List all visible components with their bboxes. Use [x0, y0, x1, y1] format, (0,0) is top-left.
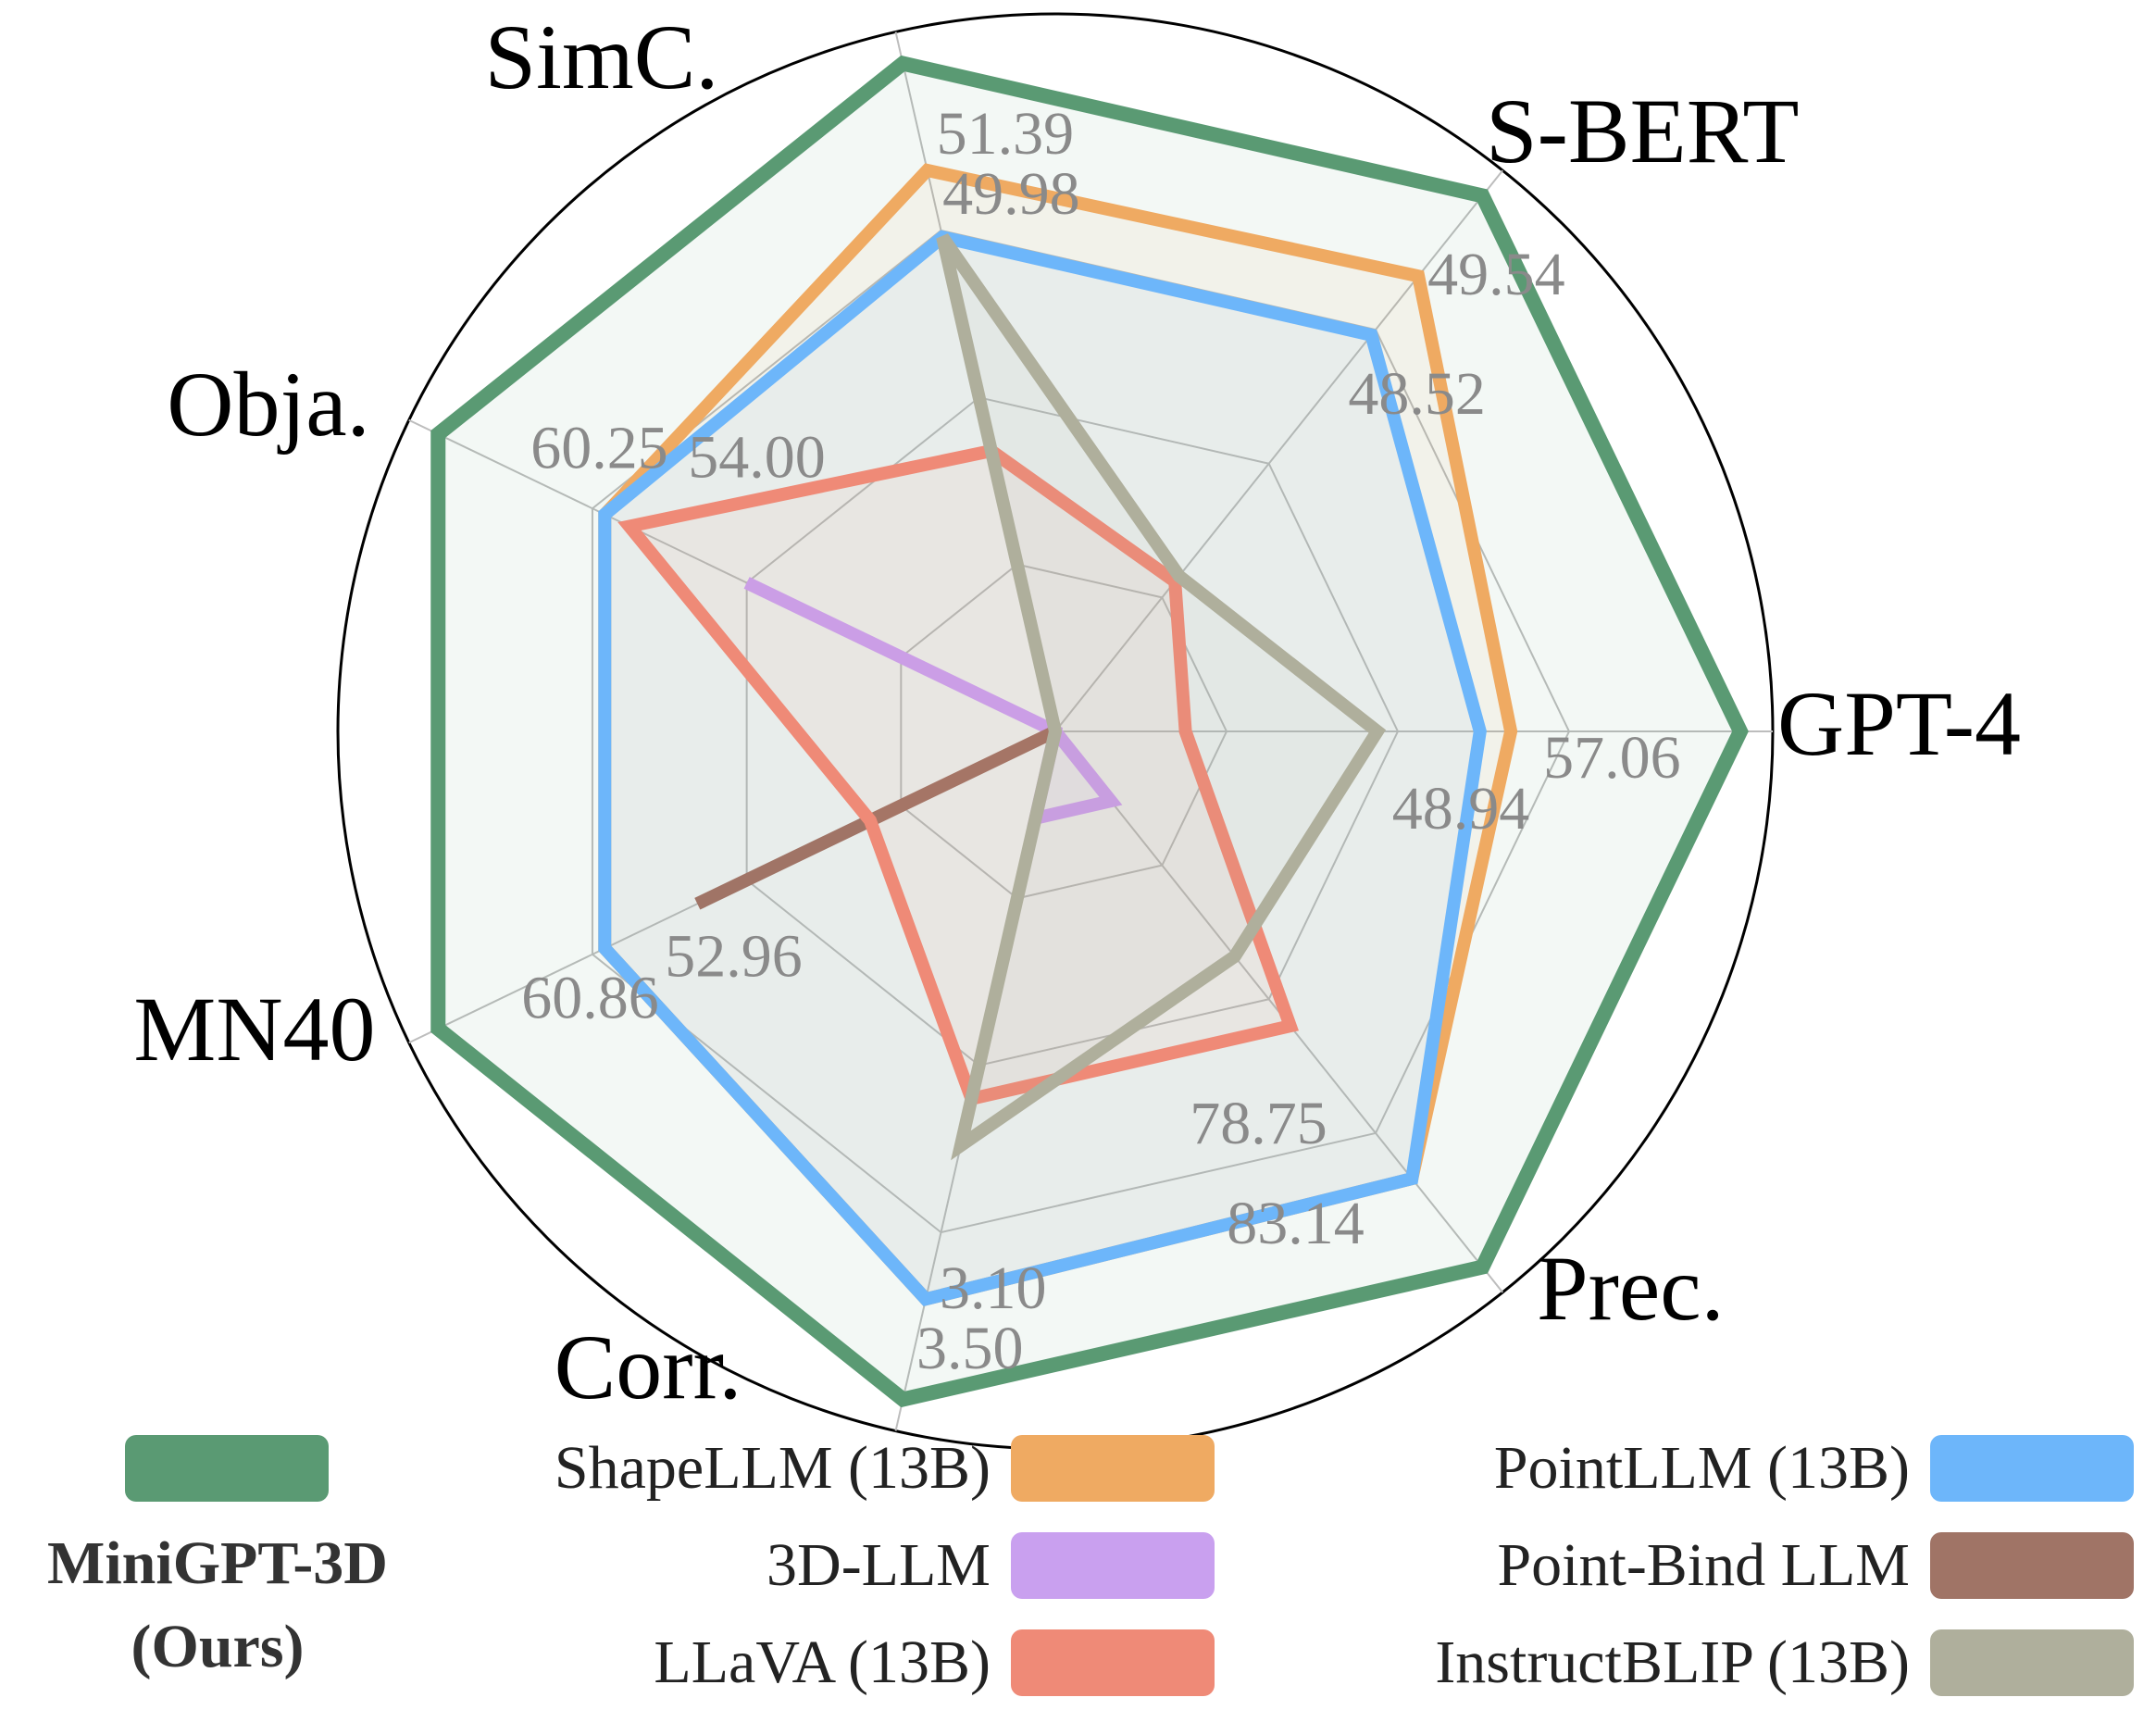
- series-llava-13b: [617, 443, 1299, 1106]
- legend-swatch-instructblip-13b: [1930, 1629, 2134, 1696]
- value-label: 3.50: [916, 1315, 1024, 1382]
- legend-label-minigpt-3d: MiniGPT-3D: [47, 1529, 388, 1597]
- value-label: 78.75: [1190, 1090, 1327, 1157]
- axis-label-4: MN40: [133, 978, 375, 1080]
- legend-label-llava-13b: LLaVA (13B): [654, 1629, 991, 1696]
- legend-label-pointllm-13b: PointLLM (13B): [1494, 1434, 1910, 1502]
- axis-label-6: Prec.: [1537, 1237, 1725, 1340]
- value-label: 54.00: [688, 424, 826, 492]
- legend-swatch-llava-13b: [1011, 1629, 1215, 1696]
- axis-label-1: S-BERT: [1486, 80, 1799, 182]
- legend-swatch-point-bind-llm: [1930, 1532, 2134, 1599]
- series-instructblip-13b: [936, 233, 1387, 1161]
- series-point-bind-llm: [694, 725, 1059, 910]
- legend-label-point-bind-llm: Point-Bind LLM: [1497, 1531, 1910, 1599]
- legend-label-shapellm-13b: ShapeLLM (13B): [555, 1434, 991, 1502]
- value-label: 48.94: [1392, 775, 1530, 843]
- value-label: 51.39: [937, 100, 1074, 168]
- value-label: 52.96: [665, 922, 803, 990]
- axis-label-5: Corr.: [555, 1316, 742, 1418]
- value-label: 57.06: [1543, 724, 1681, 792]
- axis-label-2: SimC.: [485, 6, 719, 108]
- value-label: 49.54: [1427, 241, 1565, 308]
- value-label: 48.52: [1348, 360, 1486, 428]
- grid-ring-2: [745, 396, 1400, 1067]
- legend-label-instructblip-13b: InstructBLIP (13B): [1435, 1629, 1910, 1696]
- value-label: 83.14: [1227, 1190, 1365, 1257]
- legend-label-ours: (Ours): [131, 1613, 305, 1680]
- grid-spoke-1: [1054, 169, 1503, 732]
- value-label: 49.98: [942, 160, 1079, 228]
- legend-swatch-pointllm-13b: [1930, 1435, 2134, 1502]
- axis-label-3: Obja.: [167, 353, 369, 456]
- grid-ring-1: [900, 563, 1228, 900]
- value-label: 60.86: [521, 964, 659, 1031]
- axis-label-0: GPT-4: [1777, 672, 2021, 775]
- value-label: 60.25: [530, 415, 668, 482]
- legend-swatch-shapellm-13b: [1011, 1435, 1215, 1502]
- legend-swatch-3d-llm: [1011, 1532, 1215, 1599]
- series-minigpt-3d: [430, 55, 1749, 1408]
- legend-swatch-minigpt-3d: [125, 1435, 329, 1502]
- legend-label-3d-llm: 3D-LLM: [766, 1531, 991, 1599]
- value-label: 3.10: [940, 1254, 1047, 1322]
